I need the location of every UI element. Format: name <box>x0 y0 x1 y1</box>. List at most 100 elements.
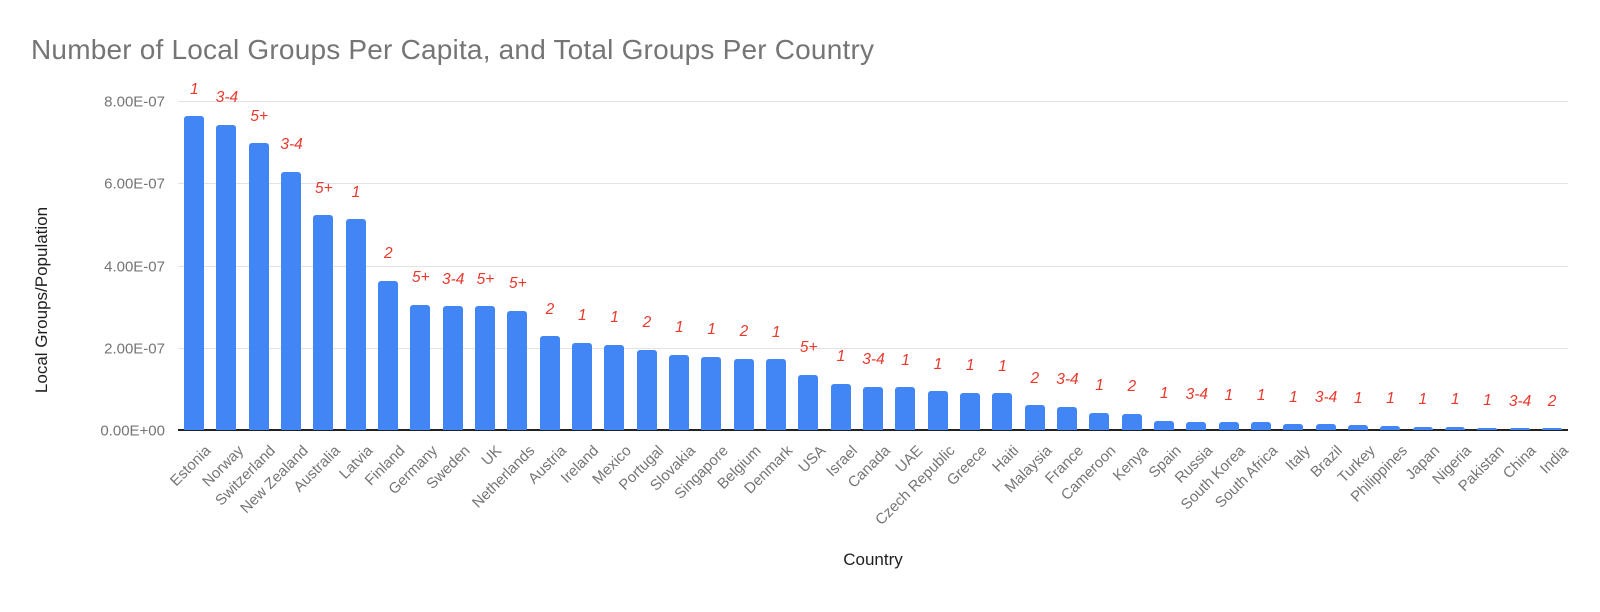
total-groups-label-norway: 3-4 <box>215 89 239 107</box>
x-tick-label-uk: UK <box>478 442 506 470</box>
bar-slot-uae: 1 UAE <box>889 102 926 477</box>
bar-japan <box>1412 426 1433 430</box>
x-tick-label-china: China <box>1500 442 1540 483</box>
gridline-8.00E-07 <box>178 101 1568 102</box>
bar-czech-republic <box>927 391 948 430</box>
bar-slot-brazil: 3-4 Brazil <box>1307 102 1346 481</box>
total-groups-label-south-africa: 1 <box>1256 386 1266 404</box>
bar-mexico <box>604 344 625 430</box>
bar-slot-new-zealand: 3-4 New Zealand <box>237 102 312 516</box>
bar-slot-south-africa: 1 South Africa <box>1212 102 1281 512</box>
bar-slot-greece: 1 Greece <box>944 102 991 489</box>
total-groups-label-italy: 1 <box>1289 388 1298 406</box>
bar-france <box>1057 406 1078 430</box>
total-groups-label-japan: 1 <box>1418 391 1428 409</box>
bar-slot-slovakia: 1 Slovakia <box>647 102 699 494</box>
bar-greece <box>960 392 981 430</box>
bar-south-korea <box>1218 422 1239 430</box>
bar-malaysia <box>1024 405 1045 430</box>
bar-ireland <box>572 342 593 430</box>
bar-spain <box>1154 420 1174 430</box>
total-groups-label-portugal: 2 <box>642 314 652 332</box>
bar-slot-malaysia: 2 Malaysia <box>1001 102 1055 497</box>
total-groups-label-south-korea: 1 <box>1224 386 1234 404</box>
gridline-4.00E-07 <box>178 265 1568 267</box>
total-groups-label-singapore: 1 <box>707 321 716 339</box>
total-groups-label-israel: 1 <box>836 348 846 366</box>
total-groups-label-belgium: 2 <box>739 323 749 341</box>
bar-slot-mexico: 1 Mexico <box>589 102 635 488</box>
bar-belgium <box>733 358 754 430</box>
bar-germany <box>410 304 431 430</box>
bar-slot-haiti: 1 Haiti <box>986 102 1022 476</box>
total-groups-label-uk: 5+ <box>476 270 495 288</box>
bar-finland <box>378 280 399 430</box>
total-groups-label-turkey: 1 <box>1353 389 1363 407</box>
bar-uk <box>475 306 496 430</box>
total-groups-label-estonia: 1 <box>190 80 199 98</box>
total-groups-label-ireland: 1 <box>577 307 587 325</box>
total-groups-label-brazil: 3-4 <box>1314 388 1338 406</box>
bar-slot-uk: 5+ UK <box>469 102 505 469</box>
bar-slot-czech-republic: 1 Czech Republic <box>872 102 958 529</box>
y-tick-label: 0.00E+00 <box>100 422 165 440</box>
y-tick-label: 4.00E-07 <box>104 258 165 275</box>
bar-switzerland <box>248 143 269 430</box>
bar-slot-cameroon: 1 Cameroon <box>1058 102 1120 504</box>
plot-area: 0.00E+00 2.00E-07 4.00E-07 6.00E-07 8.00E-07… <box>100 82 1572 529</box>
x-tick-label-india: India <box>1537 442 1573 478</box>
total-groups-label-russia: 3-4 <box>1185 386 1208 404</box>
bar-estonia <box>184 116 205 430</box>
bar-canada <box>863 386 884 430</box>
bar-italy <box>1283 424 1304 430</box>
bar-new-zealand <box>281 171 302 430</box>
bar-slot-austria: 2 Austria <box>525 102 570 487</box>
bar-cameroon <box>1089 412 1110 430</box>
bar-slot-norway: 3-4 Norway <box>199 90 247 490</box>
total-groups-label-australia: 5+ <box>314 179 333 197</box>
total-groups-label-greece: 1 <box>965 357 975 375</box>
total-groups-label-cameroon: 1 <box>1095 377 1104 395</box>
total-groups-label-spain: 1 <box>1159 385 1169 403</box>
bar-brazil <box>1315 424 1336 430</box>
bar-russia <box>1186 421 1207 430</box>
bar-slot-ireland: 1 Ireland <box>558 102 602 487</box>
gridline-2.00E-07 <box>178 347 1568 349</box>
bar-haiti <box>992 393 1013 430</box>
total-groups-label-new-zealand: 3-4 <box>280 136 303 154</box>
total-groups-label-pakistan: 1 <box>1483 392 1492 410</box>
bar-slot-india: 2 India <box>1536 102 1572 477</box>
bar-slot-portugal: 2 Portugal <box>616 102 668 494</box>
bar-slot-israel: 1 Israel <box>823 102 861 480</box>
chart-title: Number of Local Groups Per Capita, and T… <box>31 34 875 65</box>
bar-slot-australia: 5+ Australia <box>291 102 344 496</box>
y-tick-label: 8.00E-07 <box>104 93 165 111</box>
bar-slot-singapore: 1 Singapore <box>671 102 731 503</box>
total-groups-label-india: 2 <box>1547 392 1557 410</box>
gridline-6.00E-07 <box>178 183 1568 185</box>
x-axis-line <box>178 429 1568 431</box>
bar-slovakia <box>669 354 690 430</box>
total-groups-label-sweden: 3-4 <box>442 270 465 288</box>
total-groups-label-canada: 3-4 <box>862 351 885 369</box>
bar-philippines <box>1380 425 1401 430</box>
total-groups-label-uae: 1 <box>901 351 910 369</box>
total-groups-label-czech-republic: 1 <box>933 355 943 373</box>
total-groups-label-malaysia: 2 <box>1030 369 1040 387</box>
total-groups-label-usa: 5+ <box>799 339 818 357</box>
bar-slot-pakistan: 1 Pakistan <box>1455 102 1508 495</box>
bar-china <box>1509 428 1530 430</box>
x-axis-title: Country <box>843 550 903 569</box>
bar-denmark <box>766 359 787 430</box>
bar-austria <box>539 336 560 430</box>
total-groups-label-denmark: 1 <box>771 323 781 341</box>
bar-slot-belgium: 2 Belgium <box>714 102 764 492</box>
y-tick-label: 2.00E-07 <box>104 340 165 358</box>
bar-slot-turkey: 1 Turkey <box>1334 102 1378 487</box>
x-tick-label-kenya: Kenya <box>1109 442 1153 485</box>
total-groups-label-austria: 2 <box>545 300 555 318</box>
bar-turkey <box>1347 425 1368 430</box>
bar-nigeria <box>1444 426 1465 430</box>
bar-slot-sweden: 3-4 Sweden <box>423 102 473 493</box>
bar-slot-kenya: 2 Kenya <box>1110 102 1152 484</box>
